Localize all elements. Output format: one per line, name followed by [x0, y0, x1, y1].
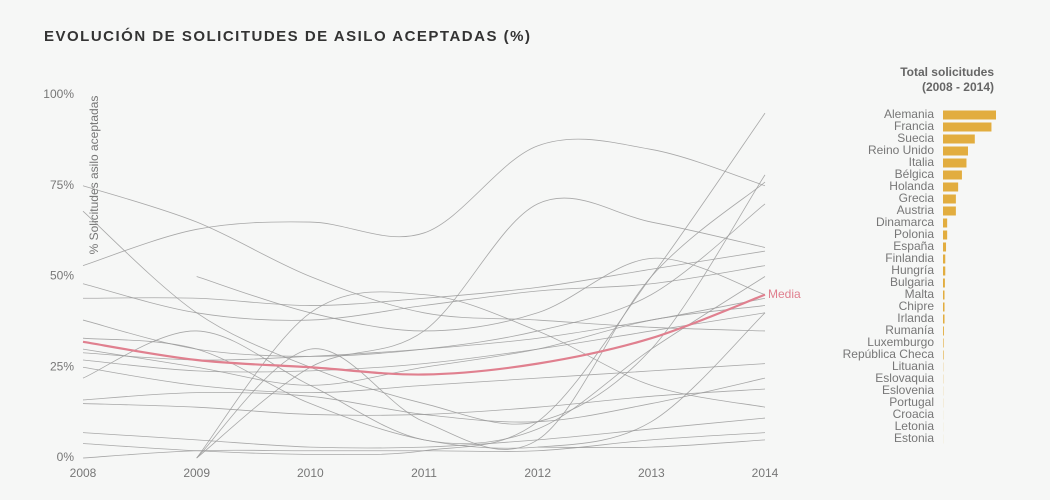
x-tick-label: 2014: [752, 466, 779, 480]
y-tick-label: 50%: [50, 269, 74, 283]
bar-label: Reino Unido: [868, 143, 934, 157]
y-tick-label: 0%: [57, 450, 75, 464]
bar-label: Austria: [897, 203, 935, 217]
line: [82, 112, 766, 456]
x-tick-label: 2010: [297, 466, 324, 480]
line: [82, 388, 766, 416]
bar: [943, 302, 945, 312]
line: [196, 257, 766, 332]
bar-label: Alemania: [884, 107, 934, 121]
bar: [943, 242, 947, 252]
line: [82, 312, 766, 373]
mean-line: [82, 293, 766, 376]
line: [196, 291, 766, 459]
y-axis-label: % Solicitudes asilo aceptadas: [87, 96, 101, 255]
line: [82, 312, 766, 449]
bar: [943, 266, 946, 276]
line-label: Media: [768, 287, 801, 301]
bar: [943, 254, 946, 264]
bar-label: España: [893, 239, 934, 253]
x-tick-label: 2009: [183, 466, 210, 480]
bar: [943, 146, 968, 156]
bar: [943, 158, 967, 168]
bar-label: Eslovenia: [882, 383, 934, 397]
line: [82, 138, 766, 266]
bar-label: Estonia: [894, 431, 934, 445]
bar: [943, 170, 962, 180]
x-tick-label: 2008: [70, 466, 97, 480]
bar-label: Holanda: [889, 179, 934, 193]
bar: [943, 182, 959, 192]
bar-label: Polonia: [894, 227, 934, 241]
chart-title: EVOLUCIÓN DE SOLICITUDES DE ASILO ACEPTA…: [44, 27, 531, 45]
bar: [943, 110, 996, 120]
bar-label: Italia: [909, 155, 935, 169]
bar: [943, 314, 945, 324]
bar: [943, 350, 944, 360]
bar-chart-title: Total solicitudes: [900, 65, 994, 79]
bar: [943, 194, 956, 204]
bar-label: Eslovaquia: [875, 371, 934, 385]
bar-label: Rumanía: [885, 323, 934, 337]
bar-label: República Checa: [843, 347, 935, 361]
x-tick-label: 2011: [411, 466, 437, 480]
bar-label: Lituania: [892, 359, 934, 373]
bar-label: Croacia: [893, 407, 935, 421]
line: [82, 185, 766, 332]
bar-label: Letonia: [895, 419, 935, 433]
bar-label: Portugal: [889, 395, 934, 409]
bar: [943, 230, 948, 240]
bar-label: Irlanda: [897, 311, 934, 325]
line: [82, 265, 766, 321]
line: [537, 439, 766, 449]
line: [196, 197, 766, 459]
bar-label: Hungría: [891, 263, 934, 277]
bar-label: Malta: [905, 287, 935, 301]
bar-label: Luxemburgo: [867, 335, 934, 349]
y-tick-label: 25%: [50, 359, 74, 373]
line: [82, 417, 766, 449]
bar-label: Bulgaria: [890, 275, 934, 289]
bar: [943, 278, 945, 288]
bar: [943, 122, 992, 132]
y-tick-label: 75%: [50, 178, 74, 192]
line: [82, 363, 766, 394]
bar: [943, 338, 944, 348]
bar-label: Suecia: [897, 131, 934, 145]
bar: [943, 206, 956, 216]
bar: [943, 326, 944, 336]
bar: [943, 218, 948, 228]
bar-label: Dinamarca: [876, 215, 934, 229]
bar-label: Grecia: [899, 191, 935, 205]
bar-label: Finlandia: [885, 251, 934, 265]
bar: [943, 290, 945, 300]
bar-label: Bélgica: [895, 167, 935, 181]
line: [82, 250, 766, 306]
x-tick-label: 2012: [524, 466, 551, 480]
x-tick-label: 2013: [638, 466, 665, 480]
bar: [943, 134, 975, 144]
y-tick-label: 100%: [43, 87, 74, 101]
bar-chart-title: (2008 - 2014): [922, 80, 994, 94]
bar-label: Chipre: [899, 299, 935, 313]
bar-label: Francia: [894, 119, 934, 133]
